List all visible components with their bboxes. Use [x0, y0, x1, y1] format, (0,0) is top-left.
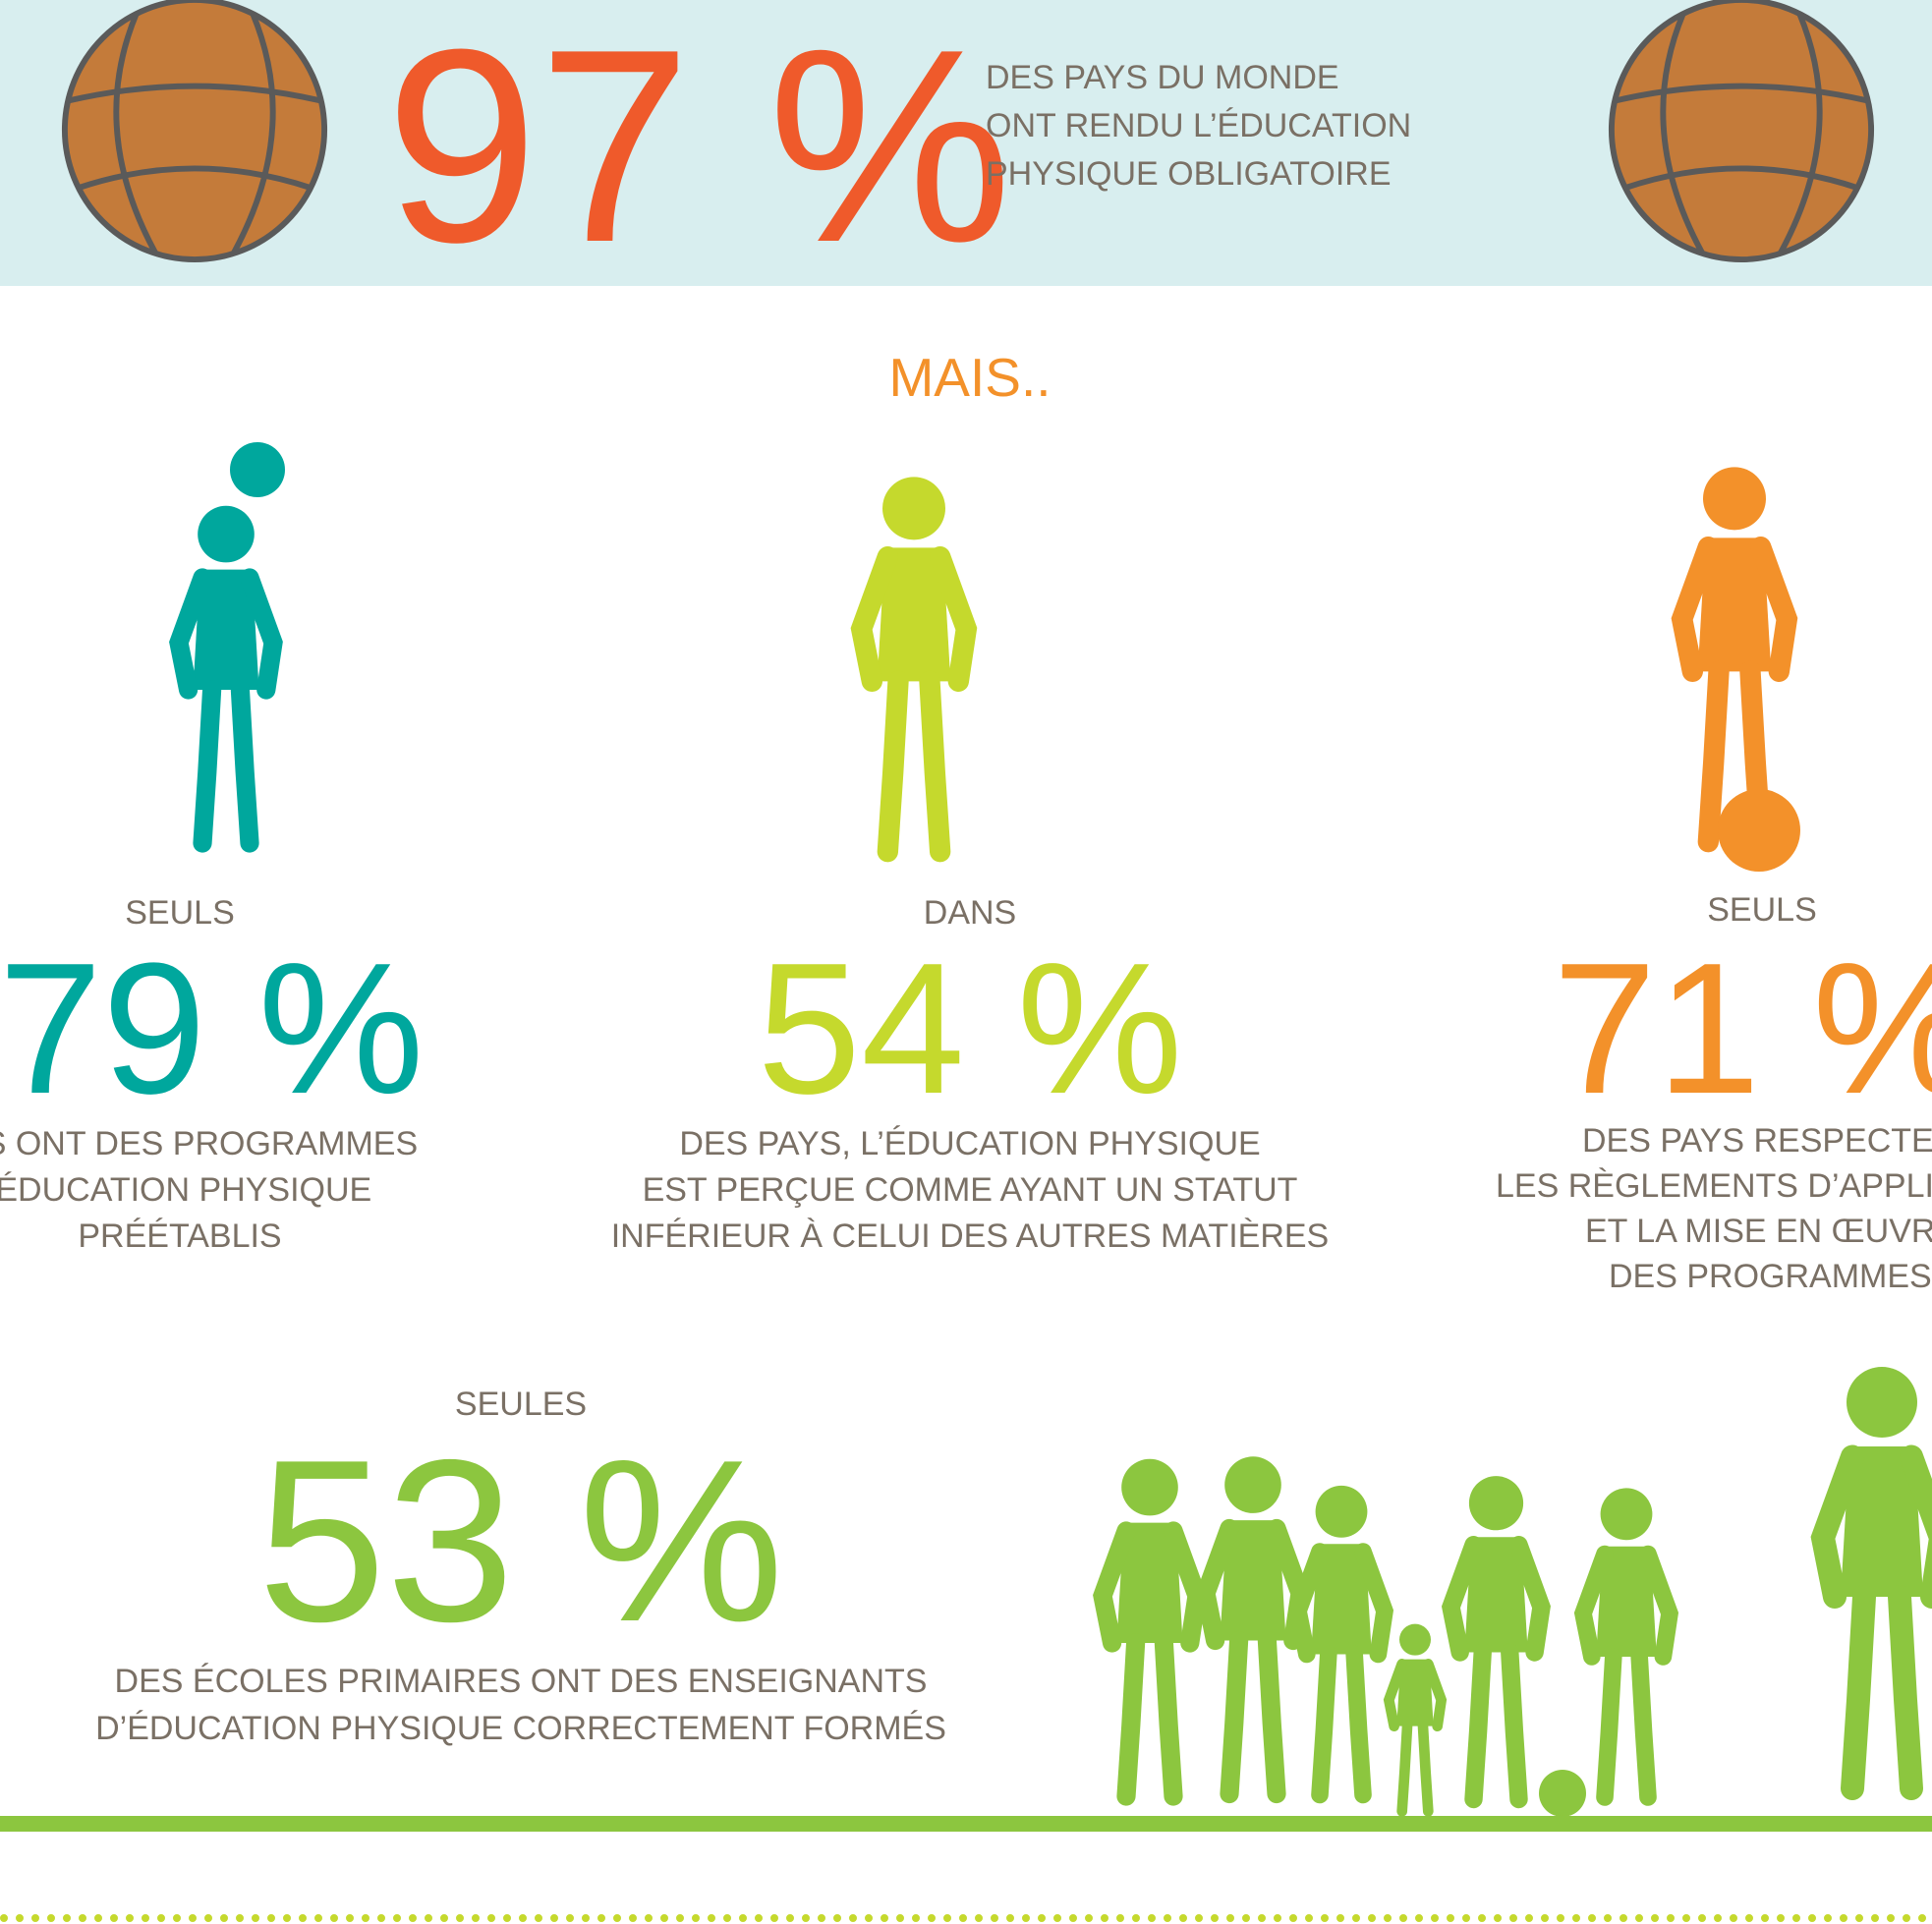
- stat-percent: 54 %: [757, 925, 1182, 1133]
- stat-text: ’ÉDUCATION PHYSIQUE: [0, 1171, 371, 1209]
- kid-silhouette: [1389, 1624, 1441, 1812]
- kid-silhouette: [1583, 1488, 1670, 1797]
- stat-text: INFÉRIEUR À CELUI DES AUTRES MATIÈRES: [611, 1217, 1330, 1255]
- kid-silhouette: [1206, 1456, 1300, 1793]
- header-text: ONT RENDU L’ÉDUCATION: [986, 107, 1411, 144]
- ball-icon: [1718, 789, 1800, 872]
- kid-silhouette: [1823, 1367, 1932, 1788]
- stat-text: D’ÉDUCATION PHYSIQUE CORRECTEMENT FORMÉS: [95, 1710, 946, 1747]
- stat-text: LES RÈGLEMENTS D’APPLICA: [1496, 1167, 1932, 1205]
- stat-text: DES PROGRAMMES: [1609, 1258, 1932, 1295]
- stat-text: DES ÉCOLES PRIMAIRES ONT DES ENSEIGNANTS: [115, 1663, 928, 1700]
- stat-lime: DANS 54 % DES PAYS, L’ÉDUCATION PHYSIQUE…: [611, 894, 1330, 1255]
- stat-text: PRÉÉTABLIS: [78, 1217, 281, 1255]
- kid-silhouette: [1682, 467, 1788, 841]
- infographic: 97 % DES PAYS DU MONDE ONT RENDU L’ÉDUCA…: [0, 0, 1932, 1924]
- kid-silhouette: [1298, 1486, 1385, 1795]
- stat-percent: 71 %: [1553, 925, 1932, 1133]
- stat-percent: 53 %: [257, 1411, 784, 1669]
- basketball-icon: [1612, 0, 1871, 259]
- basketball-icon: [65, 0, 324, 259]
- header-text: DES PAYS DU MONDE: [986, 59, 1339, 96]
- ball-icon: [1539, 1770, 1586, 1817]
- stat-teal: SEULS 79 % AYS ONT DES PROGRAMMES ’ÉDUCA…: [0, 894, 425, 1255]
- stat-percent: 79 %: [0, 925, 425, 1133]
- stat-orange: SEULS 71 % DES PAYS RESPECTENT LES RÈGLE…: [1496, 891, 1932, 1295]
- header-text: PHYSIQUE OBLIGATOIRE: [986, 155, 1392, 193]
- stat-text: ET LA MISE EN ŒUVRE: [1585, 1213, 1932, 1250]
- grass-line: [0, 1816, 1932, 1832]
- stat-text: EST PERÇUE COMME AYANT UN STATUT: [643, 1171, 1298, 1209]
- ball-icon: [230, 442, 285, 497]
- page: 97 % DES PAYS DU MONDE ONT RENDU L’ÉDUCA…: [0, 0, 1932, 1924]
- transition: MAIS..: [888, 347, 1051, 408]
- kid-silhouette: [862, 477, 967, 851]
- kids-group: [1103, 1367, 1932, 1817]
- kid-silhouette: [179, 506, 273, 843]
- stat-text: DES PAYS, L’ÉDUCATION PHYSIQUE: [679, 1125, 1260, 1162]
- stat-bottom: SEULES 53 % DES ÉCOLES PRIMAIRES ONT DES…: [95, 1386, 946, 1747]
- kid-silhouette: [1103, 1459, 1197, 1796]
- stat-lead: SEULS: [1707, 891, 1817, 929]
- kid-silhouette: [1451, 1476, 1542, 1799]
- headline-percent: 97 %: [385, 0, 1012, 300]
- stat-text: DES PAYS RESPECTENT: [1582, 1122, 1932, 1160]
- stat-text: AYS ONT DES PROGRAMMES: [0, 1125, 418, 1162]
